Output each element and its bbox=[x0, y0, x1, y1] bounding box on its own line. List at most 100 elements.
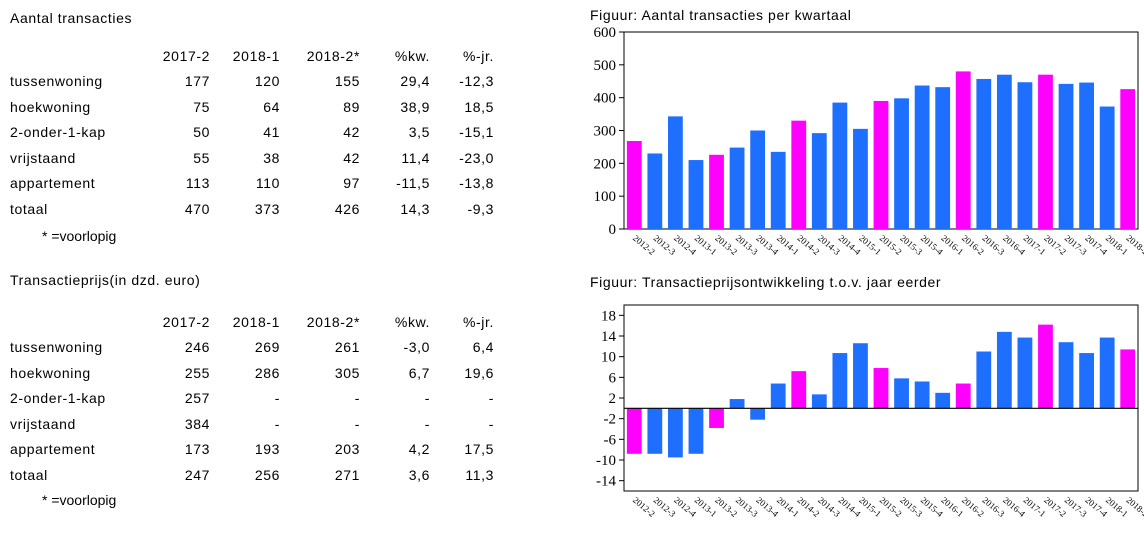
bar bbox=[955, 383, 971, 409]
table-cell: 14,3 bbox=[400, 200, 430, 217]
bar bbox=[1120, 89, 1136, 229]
x-tick-label: 2016-3 bbox=[981, 495, 1007, 519]
y-tick-label: -6 bbox=[604, 432, 617, 448]
table-cell: 247 bbox=[184, 466, 210, 483]
x-tick-label: 2015-3 bbox=[898, 495, 924, 519]
row-label: appartement bbox=[10, 175, 96, 192]
chart-transactions-title: Figuur: Aantal transacties per kwartaal bbox=[590, 7, 852, 23]
table-cell: 470 bbox=[184, 200, 210, 217]
x-tick-label: 2012-4 bbox=[672, 233, 698, 257]
column-header: 2017-2 bbox=[162, 47, 210, 64]
table-row: tussenwoning 177 120 155 29,4 -12,3 bbox=[10, 69, 494, 95]
table-cell: 246 bbox=[184, 339, 210, 356]
table-cell: 50 bbox=[193, 124, 210, 141]
x-tick-label: 2014-1 bbox=[775, 233, 801, 257]
bar bbox=[811, 133, 827, 229]
table-row: 2-onder-1-kap 257 - - - - bbox=[10, 386, 494, 412]
x-tick-label: 2015-4 bbox=[919, 233, 945, 257]
table-cell: 305 bbox=[334, 364, 360, 381]
bar bbox=[1038, 324, 1053, 409]
chart-transactions: 01002003004005006002012-22012-32012-4201… bbox=[594, 25, 1144, 257]
table-row: hoekwoning 75 64 89 38,9 18,5 bbox=[10, 94, 494, 120]
column-header: %-jr. bbox=[463, 47, 494, 64]
x-tick-label: 2017-1 bbox=[1022, 233, 1048, 257]
x-tick-label: 2014-3 bbox=[816, 495, 842, 519]
bar bbox=[729, 399, 745, 409]
bar bbox=[811, 394, 827, 409]
bar bbox=[914, 381, 930, 409]
x-tick-label: 2018-2 bbox=[1124, 495, 1144, 519]
column-header: %-jr. bbox=[463, 313, 494, 330]
row-label: vrijstaand bbox=[10, 149, 76, 166]
bar bbox=[1017, 82, 1033, 229]
table-cell: -23,0 bbox=[459, 149, 494, 166]
table-cell: 269 bbox=[254, 339, 280, 356]
bar bbox=[770, 383, 786, 409]
table-cell: -13,8 bbox=[459, 175, 494, 192]
table-cell: - bbox=[354, 415, 360, 432]
table-cell: 38 bbox=[263, 149, 280, 166]
table-cell: 6,4 bbox=[472, 339, 494, 356]
bar bbox=[935, 392, 951, 409]
transactions-title: Aantal transacties bbox=[10, 10, 133, 26]
column-header bbox=[10, 43, 160, 69]
table-cell: 261 bbox=[334, 339, 360, 356]
row-label: hoekwoning bbox=[10, 364, 91, 381]
bar bbox=[791, 371, 807, 409]
x-tick-label: 2015-1 bbox=[857, 233, 883, 257]
table-cell: 113 bbox=[185, 175, 210, 192]
table-cell: 286 bbox=[254, 364, 280, 381]
table-cell: 64 bbox=[263, 98, 280, 115]
bar bbox=[1120, 349, 1136, 409]
column-header: 2018-2* bbox=[306, 47, 360, 64]
bar bbox=[1099, 106, 1115, 229]
bar bbox=[853, 128, 868, 229]
x-tick-label: 2017-1 bbox=[1022, 495, 1048, 519]
x-tick-label: 2017-3 bbox=[1063, 233, 1089, 257]
x-tick-label: 2015-3 bbox=[898, 233, 924, 257]
transactions-table: 2017-2 2018-1 2018-2* %kw. %-jr. tussenwonin… bbox=[10, 43, 494, 222]
table-cell: 89 bbox=[343, 98, 360, 115]
x-tick-label: 2013-2 bbox=[713, 233, 739, 257]
table-cell: -11,5 bbox=[396, 175, 430, 192]
x-tick-label: 2015-4 bbox=[919, 495, 945, 519]
y-tick-label: -10 bbox=[596, 453, 616, 469]
table-cell: - bbox=[354, 390, 360, 407]
y-tick-label: 6 bbox=[609, 370, 617, 386]
table-cell: 203 bbox=[334, 441, 360, 458]
chart-price-change: 18141062-2-6-10-142012-22012-32012-42013… bbox=[596, 304, 1144, 519]
x-tick-label: 2018-2 bbox=[1124, 233, 1144, 257]
x-tick-label: 2014-2 bbox=[795, 233, 821, 257]
x-tick-label: 2016-2 bbox=[960, 495, 986, 519]
prices-footnote: * =voorlopig bbox=[42, 492, 117, 508]
x-tick-label: 2012-2 bbox=[631, 495, 657, 519]
x-tick-label: 2014-3 bbox=[816, 233, 842, 257]
table-cell: 17,5 bbox=[464, 441, 494, 458]
transactions-footnote: * =voorlopig bbox=[42, 228, 117, 244]
y-tick-label: 2 bbox=[609, 391, 617, 407]
x-tick-label: 2012-2 bbox=[631, 233, 657, 257]
bar bbox=[770, 151, 786, 229]
x-tick-label: 2017-2 bbox=[1042, 495, 1068, 519]
x-tick-label: 2016-1 bbox=[939, 495, 965, 519]
x-tick-label: 2018-1 bbox=[1104, 495, 1130, 519]
x-tick-label: 2014-1 bbox=[775, 495, 801, 519]
table-header-row: 2017-2 2018-1 2018-2* %kw. %-jr. bbox=[10, 43, 494, 69]
bar bbox=[853, 343, 868, 409]
table-cell: 97 bbox=[343, 175, 360, 192]
x-tick-label: 2013-2 bbox=[713, 495, 739, 519]
x-tick-label: 2016-2 bbox=[960, 233, 986, 257]
x-tick-label: 2013-4 bbox=[754, 495, 780, 519]
table-cell: 255 bbox=[184, 364, 210, 381]
bar bbox=[832, 102, 848, 229]
table-cell: 29,4 bbox=[400, 73, 430, 90]
bar bbox=[667, 116, 683, 229]
table-cell: - bbox=[488, 415, 494, 432]
row-label: 2-onder-1-kap bbox=[10, 390, 106, 407]
table-cell: 3,6 bbox=[408, 466, 430, 483]
table-cell: 271 bbox=[334, 466, 360, 483]
bar bbox=[955, 71, 971, 230]
table-cell: 373 bbox=[254, 200, 280, 217]
x-tick-label: 2014-4 bbox=[837, 233, 863, 257]
bar bbox=[976, 78, 992, 230]
